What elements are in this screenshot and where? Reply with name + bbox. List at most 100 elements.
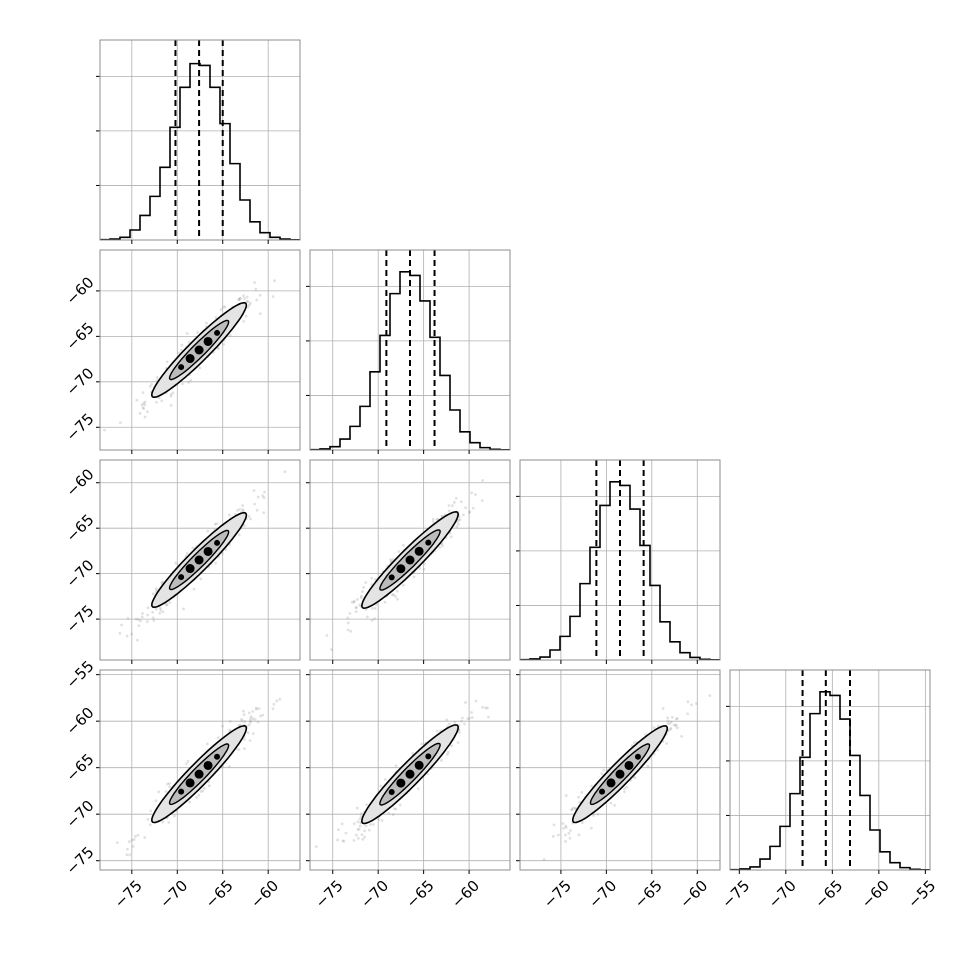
scatter-point [564,824,568,828]
scatter-point [349,629,353,633]
scatter-point [370,618,374,622]
panel-frame [729,669,931,871]
scatter-point [244,314,248,318]
scatter-point [263,490,266,494]
scatter-point [249,719,252,723]
scatter-point [357,827,361,831]
scatter-point [119,421,122,425]
scatter-point [199,790,203,794]
scatter-point [271,707,275,711]
scatter-point [441,544,444,548]
panel-frame [309,459,511,661]
scatter-point [632,741,636,745]
scatter-point [669,720,673,724]
y-tick-label: −60 [62,465,97,500]
scatter-point [247,514,251,518]
scatter-point [411,751,415,755]
scatter-point [253,718,257,721]
scatter-point [161,820,165,824]
scatter-point [379,784,383,788]
scatter-point [367,828,371,832]
scatter-point [412,575,416,579]
x-tick-label: −70 [357,877,392,912]
scatter-point [377,818,381,821]
scatter-point [656,748,660,752]
scatter-point [686,712,689,716]
scatter-point [187,380,190,384]
scatter-point [623,790,626,794]
scatter-point [180,343,184,347]
scatter-point [383,778,387,781]
scatter-point [317,875,320,878]
scatter-point [392,807,396,811]
density-core [624,760,634,770]
scatter-point [149,809,153,813]
scatter-point [314,845,318,849]
scatter-point [330,648,334,651]
scatter-point [580,791,584,794]
scatter-point [542,858,546,861]
scatter-panel-3-1: −60 −65 −70 −75 [62,459,301,664]
scatter-point [342,839,346,843]
density-core [194,769,204,779]
scatter-point [365,803,369,807]
scatter-point [346,628,350,632]
density-core [599,788,606,795]
scatter-point [158,606,162,610]
scatter-point [592,814,596,817]
scatter-panel-4-1: −55 −60 −65 −70 −75 −75 −70 −65 −60 [62,657,301,912]
scatter-point [373,617,377,621]
scatter-point [197,793,201,797]
scatter-point [255,298,259,302]
scatter-point [173,814,176,818]
scatter-point [360,833,364,836]
scatter-point [246,305,250,309]
scatter-point [249,717,253,721]
scatter-point [420,742,424,746]
density-core [214,753,221,760]
scatter-point [243,737,246,741]
density-core [178,574,185,581]
scatter-point [130,632,134,636]
scatter-point [145,620,149,624]
scatter-point [249,715,253,718]
scatter-point [487,715,490,719]
density-core [185,778,195,788]
x-tick-label: −65 [403,877,438,912]
scatter-point [146,606,150,610]
scatter-point [460,719,463,723]
scatter-point [359,815,363,818]
scatter-point [201,789,205,793]
scatter-point [127,840,131,844]
scatter-point [169,403,173,407]
scatter-point [675,726,679,730]
scatter-point [247,711,251,715]
scatter-point [222,342,226,346]
scatter-point [243,747,246,751]
scatter-point [227,765,231,768]
scatter-point [387,811,391,815]
scatter-point [251,710,255,713]
scatter-point [206,529,210,533]
scatter-point [394,764,398,768]
scatter-point [431,517,435,521]
scatter-point [680,735,684,738]
scatter-point [686,700,690,704]
x-tick-label: −65 [811,877,846,912]
scatter-point [261,713,265,717]
x-tick-label: −75 [718,877,753,912]
scatter-point [155,376,159,379]
scatter-point [463,722,466,726]
scatter-point [471,506,475,510]
scatter-point [216,736,220,740]
scatter-point [590,784,593,788]
scatter-point [340,822,344,826]
scatter-point [325,634,329,637]
grid [100,460,300,660]
scatter-point [247,723,251,727]
scatter-point [481,705,485,709]
scatter-point [141,406,145,410]
scatter-point [253,281,257,284]
scatter-point [245,300,249,303]
scatter-point [184,762,188,766]
